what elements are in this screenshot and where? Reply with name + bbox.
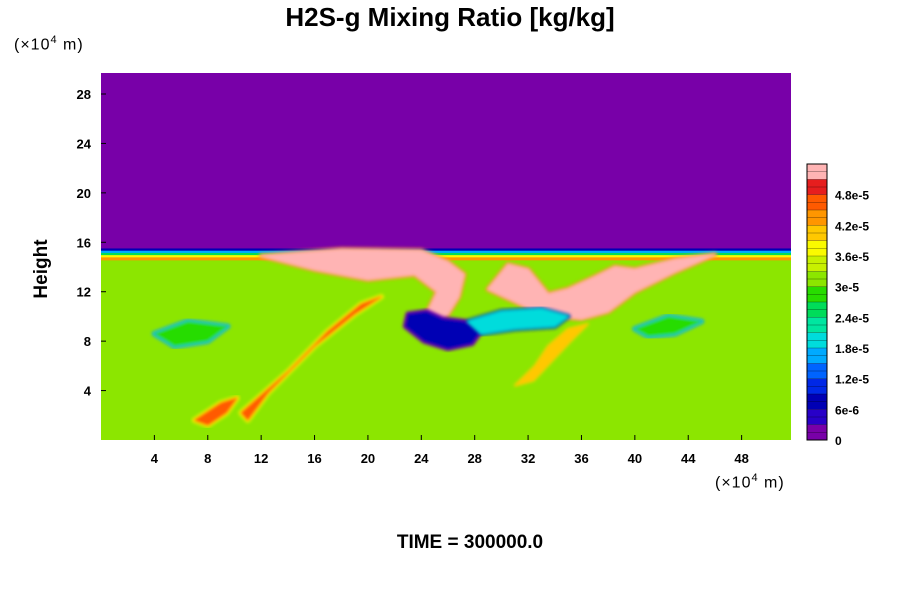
y-axis: 4 8 12 16 20 24 28 xyxy=(77,87,106,399)
orange-swirl xyxy=(512,321,591,389)
x-tick-label: 36 xyxy=(574,451,588,466)
colorbar-tick-label: 3.6e-5 xyxy=(835,250,869,264)
colorbar-frame xyxy=(806,163,828,441)
y-axis-unit: (×104 m) xyxy=(14,34,84,54)
upper-region xyxy=(101,73,791,250)
interface-band xyxy=(101,250,791,254)
interface-band xyxy=(101,248,791,252)
y-tick-label: 4 xyxy=(84,384,92,399)
y-tick-label: 24 xyxy=(77,136,92,151)
x-tick-label: 28 xyxy=(467,451,481,466)
x-axis-unit: (×104 m) xyxy=(715,472,785,492)
x-tick-label: 40 xyxy=(628,451,642,466)
cyan-band-core xyxy=(467,308,569,335)
colorbar-tick-label: 4.8e-5 xyxy=(835,189,869,203)
red-filament-2 xyxy=(191,395,240,428)
time-label: TIME = 300000.0 xyxy=(396,532,544,553)
colorbar: 0 6e-6 1.2e-5 1.8e-5 2.4e-5 3e-5 3.6e-5 4.2e-5 4… xyxy=(806,163,869,448)
x-tick-label: 32 xyxy=(521,451,535,466)
x-tick-label: 44 xyxy=(681,451,696,466)
x-tick-label: 4 xyxy=(151,451,159,466)
colorbar-tick-label: 6e-6 xyxy=(835,403,859,417)
interface-band xyxy=(101,252,791,256)
colorbar-tick-label: 2.4e-5 xyxy=(835,311,869,325)
colorbar-tick-label: 1.2e-5 xyxy=(835,373,869,387)
x-tick-label: 24 xyxy=(414,451,429,466)
x-tick-label: 8 xyxy=(204,451,211,466)
y-tick-label: 28 xyxy=(77,87,91,102)
x-tick-label: 48 xyxy=(734,451,748,466)
y-tick-label: 8 xyxy=(84,334,91,349)
red-filament-1 xyxy=(238,294,384,423)
x-tick-label: 12 xyxy=(254,451,268,466)
cyan-band xyxy=(465,306,571,337)
colorbar-tick-label: 0 xyxy=(835,434,842,448)
green-swirl-right xyxy=(632,313,705,339)
green-swirl-left-core xyxy=(153,320,229,347)
x-tick-label: 20 xyxy=(361,451,375,466)
y-tick-label: 12 xyxy=(77,285,91,300)
colorbar-tick-label: 1.8e-5 xyxy=(835,342,869,356)
y-tick-label: 20 xyxy=(77,186,91,201)
x-tick-label: 16 xyxy=(307,451,321,466)
orange-swirl-core xyxy=(513,323,589,387)
red-filament-1-core xyxy=(240,295,383,421)
chart-title: H2S-g Mixing Ratio [kg/kg] xyxy=(285,2,615,32)
y-tick-label: 16 xyxy=(77,235,91,250)
heatmap-field xyxy=(101,73,791,440)
x-axis: 4 8 12 16 20 24 28 32 36 40 44 48 xyxy=(151,435,749,466)
interface-band xyxy=(101,255,791,259)
green-swirl-right-core xyxy=(634,315,703,337)
red-filament-2-core xyxy=(193,397,238,426)
colorbar-tick-label: 4.2e-5 xyxy=(835,219,869,233)
colorbar-tick-label: 3e-5 xyxy=(835,281,859,295)
green-swirl-left xyxy=(151,318,231,349)
